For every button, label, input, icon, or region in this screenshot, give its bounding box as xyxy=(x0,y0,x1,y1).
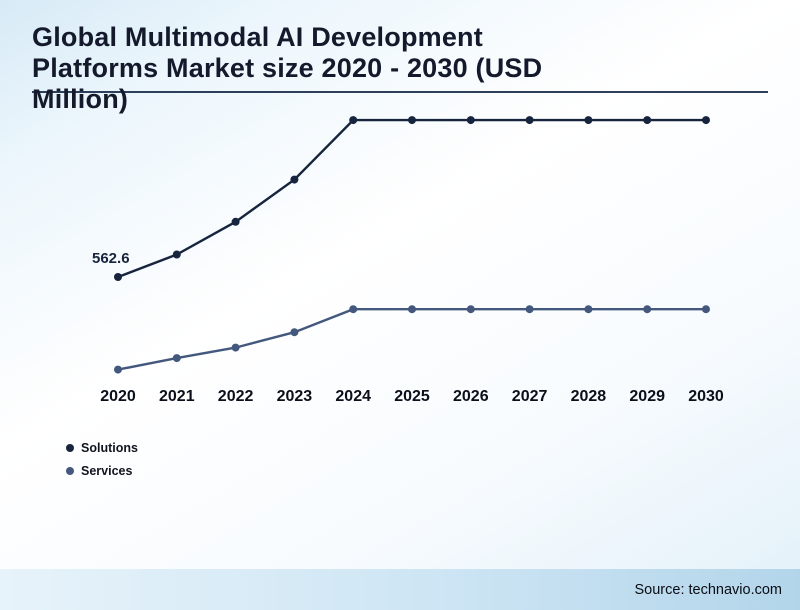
data-point xyxy=(584,305,593,314)
legend-dot xyxy=(66,466,74,475)
x-axis-label: 2027 xyxy=(511,388,548,405)
data-point xyxy=(172,250,181,259)
series-line-solutions xyxy=(117,118,706,279)
data-point xyxy=(290,175,299,184)
legend-label: Services xyxy=(81,463,133,478)
data-point xyxy=(702,116,710,125)
page-title: Global Multimodal AI Development Platfor… xyxy=(32,22,772,114)
data-point xyxy=(231,343,240,352)
data-point xyxy=(172,354,181,363)
data-point xyxy=(466,116,475,125)
data-point xyxy=(584,116,593,125)
legend: Solutions Services xyxy=(66,436,138,482)
data-point xyxy=(643,116,652,125)
x-axis-label: 2030 xyxy=(688,388,724,405)
title-line: Platforms Market size 2020 - 2030 (USD xyxy=(32,52,543,83)
data-point xyxy=(525,116,534,125)
data-point xyxy=(525,305,534,314)
title-line: Million) xyxy=(32,83,129,114)
data-point xyxy=(290,328,299,337)
data-point xyxy=(702,305,710,314)
x-axis-label: 2025 xyxy=(394,388,430,405)
footer-band xyxy=(0,569,800,610)
data-point xyxy=(349,305,358,314)
data-point xyxy=(408,116,416,125)
data-point xyxy=(643,305,652,314)
legend-label: Solutions xyxy=(81,440,138,455)
legend-dot xyxy=(66,443,74,452)
x-axis-label: 2024 xyxy=(335,388,371,405)
x-axis-label: 2021 xyxy=(159,388,195,405)
x-axis-label: 2022 xyxy=(217,388,254,405)
x-axis-label: 2026 xyxy=(453,388,489,405)
x-axis-labels: 2020 2021 2022 2023 2024 2025 2026 2027 2028 2029… xyxy=(0,388,800,412)
x-axis-label: 2020 xyxy=(100,388,136,405)
x-axis-label: 2028 xyxy=(570,388,607,405)
data-point xyxy=(408,305,416,314)
data-point xyxy=(231,217,240,226)
legend-item-solutions: Solutions xyxy=(66,436,138,459)
data-point xyxy=(114,273,122,281)
data-point xyxy=(349,116,358,125)
source-text: Source: technavio.com xyxy=(634,582,783,598)
series-line-services xyxy=(117,308,706,371)
legend-item-services: Services xyxy=(66,459,138,482)
title-underline xyxy=(32,91,768,93)
x-axis-label: 2029 xyxy=(629,388,665,405)
first-value-label: 562.6 xyxy=(92,250,130,267)
data-point xyxy=(466,305,475,314)
title-line: Global Multimodal AI Development xyxy=(32,22,483,52)
data-point xyxy=(114,365,122,374)
x-axis-label: 2023 xyxy=(276,388,313,405)
